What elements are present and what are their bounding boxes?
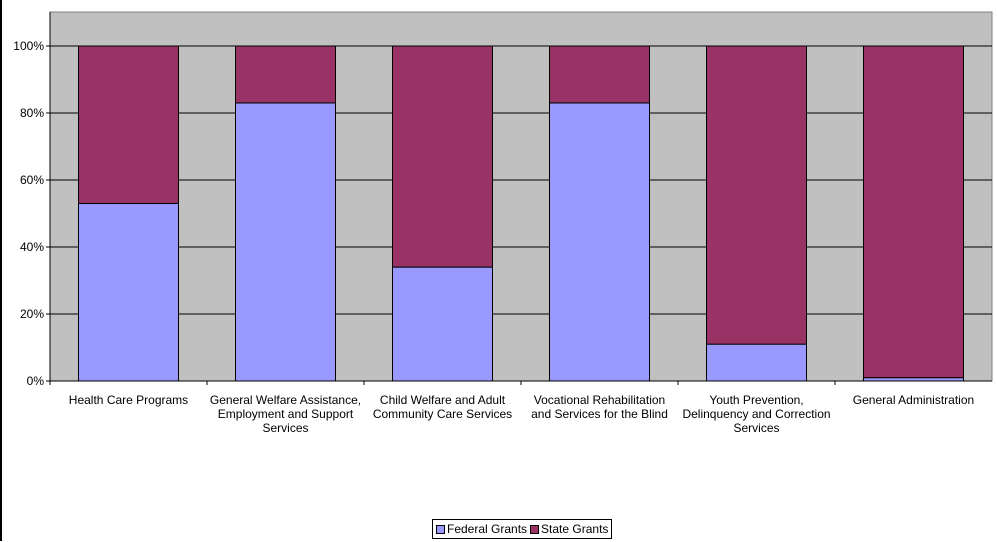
legend: Federal Grants State Grants (432, 519, 613, 539)
bar-segment-state (706, 45, 807, 345)
legend-label-state: State Grants (541, 522, 609, 536)
legend-swatch-state (530, 524, 540, 534)
y-axis-ticks: 0% 20% 40% 60% 80% 100% (13, 39, 50, 388)
x-category-label: General Administration (852, 393, 975, 407)
y-tick-label: 20% (20, 307, 44, 321)
x-category-label: Vocational Rehabilitation and Services f… (531, 393, 668, 421)
bar-segment-federal (549, 102, 650, 382)
gridlines (50, 45, 992, 315)
legend-label-federal: Federal Grants (447, 522, 528, 536)
bar-segment-state (235, 45, 336, 104)
x-category-label: Child Welfare and Adult Community Care S… (372, 393, 513, 421)
x-category-label: Health Care Programs (68, 393, 189, 407)
y-tick-label: 100% (13, 39, 44, 53)
bar-segment-federal (235, 102, 336, 382)
y-tick-label: 40% (20, 240, 44, 254)
bars (49, 45, 964, 385)
bar-segment-federal (706, 343, 807, 382)
bar-segment-state (549, 45, 650, 104)
x-category-label: Youth Prevention, Delinquency and Correc… (682, 393, 831, 435)
bar-segment-state (863, 45, 964, 379)
legend-item-state: State Grants (530, 520, 608, 538)
bar-segment-federal (863, 377, 964, 382)
legend-item-federal: Federal Grants (436, 520, 527, 538)
y-tick-label: 60% (20, 173, 44, 187)
bar-segment-federal (78, 202, 179, 382)
bar-segment-federal (392, 266, 493, 382)
y-tick-label: 80% (20, 106, 44, 120)
legend-swatch-federal (436, 524, 445, 534)
bar-segment-state (392, 45, 493, 268)
y-tick-label: 0% (27, 374, 45, 388)
plot-area (49, 11, 993, 382)
x-category-label: General Welfare Assistance, Employment a… (209, 393, 362, 435)
bar-segment-state (78, 45, 179, 204)
